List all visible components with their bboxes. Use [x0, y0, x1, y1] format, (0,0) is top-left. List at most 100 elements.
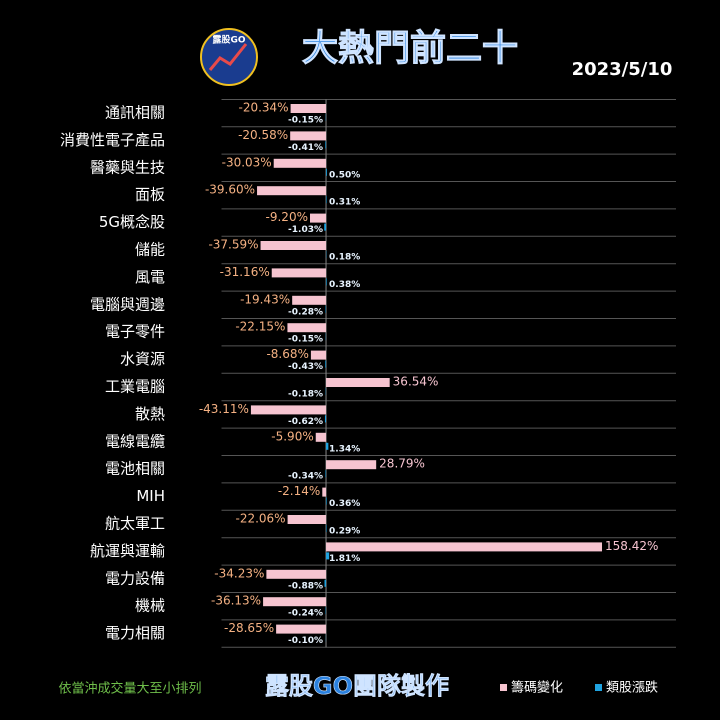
price-bar: [326, 442, 329, 450]
price-label: 0.36%: [329, 499, 360, 509]
category-label: 風電: [135, 268, 165, 286]
price-label: -0.15%: [288, 335, 323, 345]
price-label: 0.31%: [329, 198, 360, 208]
chip-bar: [250, 405, 327, 415]
category-label: 電子零件: [105, 323, 165, 341]
category-label: 通訊相關: [105, 104, 165, 122]
chip-bar: [260, 241, 327, 250]
category-label: 5G概念股: [99, 213, 165, 231]
credit: 露股GO團隊製作: [265, 672, 449, 700]
price-label: -0.15%: [288, 116, 323, 126]
chip-bar: [326, 542, 603, 552]
price-bar: [325, 470, 327, 478]
logo-arrow: [208, 43, 248, 71]
category-label: 機械: [135, 597, 165, 615]
price-bar: [324, 415, 327, 423]
legend-swatch: [595, 684, 602, 691]
category-label: 電腦與週邊: [90, 295, 165, 313]
price-bar: [326, 525, 327, 532]
price-label: -0.43%: [288, 362, 323, 372]
chip-bar: [257, 186, 327, 196]
chip-label: -19.43%: [240, 292, 290, 306]
chip-bar: [287, 323, 327, 333]
category-label: 消費性電子產品: [60, 131, 165, 149]
chip-label: -9.20%: [266, 210, 308, 224]
chip-label: -43.11%: [199, 402, 249, 416]
price-bar: [324, 223, 327, 231]
price-bar: [326, 168, 327, 176]
chip-bar: [326, 378, 390, 387]
chip-label: 36.54%: [393, 375, 439, 389]
price-label: 0.29%: [329, 527, 360, 537]
chip-bar: [271, 268, 327, 278]
price-label: 0.18%: [329, 253, 360, 263]
category-label: 散熱: [135, 405, 165, 423]
chip-label: 158.42%: [605, 539, 658, 553]
chip-bar: [276, 624, 327, 634]
price-bar: [326, 278, 327, 286]
chip-bar: [292, 295, 327, 305]
chip-label: -36.13%: [211, 594, 261, 608]
logo-text: 露股GO: [212, 35, 245, 46]
chip-label: -22.06%: [236, 512, 286, 526]
category-label: 航太軍工: [105, 515, 165, 533]
price-label: 0.38%: [329, 280, 360, 290]
chip-bar: [310, 350, 327, 360]
chip-bar: [326, 460, 377, 470]
price-label: -0.88%: [288, 581, 323, 591]
price-bar: [326, 552, 330, 560]
category-label: MIH: [136, 487, 165, 505]
chip-bar: [290, 131, 327, 141]
chip-label: -22.15%: [235, 320, 285, 334]
price-label: -0.18%: [288, 390, 323, 400]
price-label: 0.50%: [329, 170, 360, 180]
note: 依當沖成交量大至小排列: [58, 681, 201, 697]
price-label: -1.03%: [288, 225, 323, 235]
date: 2023/5/10: [572, 59, 673, 80]
price-bar: [325, 141, 327, 149]
category-label: 工業電腦: [105, 378, 165, 396]
price-bar: [325, 360, 327, 368]
chip-label: -20.34%: [238, 101, 288, 115]
logo: [200, 28, 258, 86]
category-label: 電力相關: [105, 624, 165, 642]
legend-label: 類股漲跌: [606, 680, 658, 696]
chip-label: -30.03%: [222, 155, 272, 169]
category-label: 面板: [135, 186, 165, 204]
chip-label: 28.79%: [379, 457, 425, 471]
chip-bar: [322, 487, 327, 497]
category-label: 水資源: [120, 350, 165, 368]
price-label: -0.62%: [288, 417, 323, 427]
chip-bar: [266, 569, 327, 579]
category-label: 電線電纜: [105, 432, 165, 450]
price-bar: [326, 196, 327, 204]
chip-label: -31.16%: [220, 265, 270, 279]
price-label: -0.34%: [288, 472, 323, 482]
price-label: -0.24%: [288, 609, 323, 619]
chip-bar: [309, 213, 327, 223]
legend-swatch: [500, 684, 507, 691]
chip-label: -34.23%: [214, 566, 264, 580]
chip-label: -8.68%: [266, 347, 308, 361]
legend-label: 籌碼變化: [511, 680, 563, 696]
price-label: -0.28%: [288, 307, 323, 317]
category-label: 航運與運輸: [90, 542, 165, 560]
chip-label: -5.90%: [271, 429, 313, 443]
chip-bar: [287, 515, 327, 524]
chip-label: -20.58%: [238, 128, 288, 142]
chip-label: -37.59%: [208, 238, 258, 252]
price-bar: [326, 497, 327, 505]
price-label: 1.34%: [329, 444, 360, 454]
category-label: 電池相關: [105, 460, 165, 478]
chip-label: -28.65%: [224, 621, 274, 635]
category-label: 儲能: [135, 241, 165, 259]
chip-label: -39.60%: [205, 183, 255, 197]
category-label: 醫藥與生技: [90, 158, 165, 176]
price-label: -0.41%: [288, 143, 323, 153]
category-label: 電力設備: [105, 569, 165, 587]
chip-bar: [263, 597, 327, 607]
chip-bar: [273, 158, 327, 168]
chip-bar: [290, 104, 327, 113]
chip-bar: [315, 432, 327, 442]
